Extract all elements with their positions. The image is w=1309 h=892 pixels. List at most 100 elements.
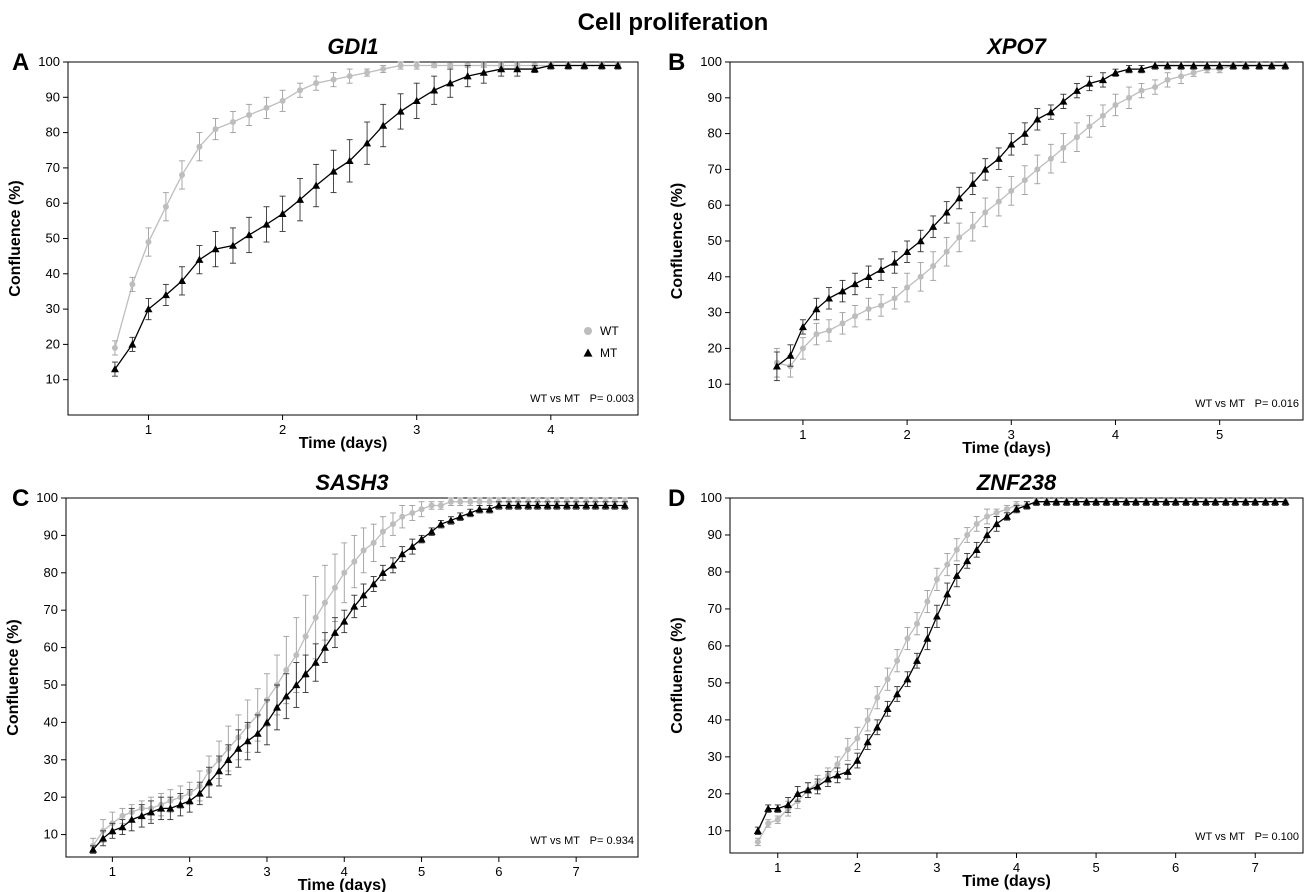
- data-point: [479, 68, 488, 76]
- data-point: [161, 290, 170, 299]
- series-mt: [772, 61, 1290, 382]
- plot-frame: [67, 61, 639, 416]
- data-point: [292, 680, 301, 689]
- data-point: [129, 281, 136, 288]
- data-point: [1191, 497, 1200, 505]
- data-point: [1062, 497, 1071, 505]
- data-point: [363, 139, 372, 147]
- series-line: [114, 64, 618, 370]
- data-point: [546, 61, 555, 69]
- data-point: [1046, 108, 1055, 116]
- x-tick-label: 3: [933, 860, 940, 875]
- x-tick-label: 5: [418, 864, 425, 879]
- data-point: [878, 302, 885, 309]
- data-point: [283, 667, 290, 674]
- data-point: [513, 65, 522, 73]
- data-point: [330, 76, 337, 83]
- x-tick-label: 3: [263, 864, 270, 879]
- data-point: [764, 804, 773, 812]
- data-point: [772, 362, 781, 370]
- y-tick-label: 20: [708, 786, 722, 801]
- data-point: [865, 306, 872, 313]
- series-wt: [773, 61, 1289, 378]
- data-point: [1060, 144, 1067, 151]
- data-point: [825, 327, 832, 334]
- x-axis-label: Time (days): [299, 435, 388, 452]
- panel-c: C SASH3 10 20 30 40 50 60 70 80 90 100 1 2 3 4 5 6 7 Time (…: [5, 470, 639, 892]
- data-point: [874, 694, 881, 701]
- panel-title: XPO7: [985, 34, 1047, 59]
- data-point: [137, 811, 146, 820]
- data-point: [446, 79, 455, 87]
- data-point: [346, 73, 353, 80]
- data-point: [282, 692, 291, 700]
- data-point: [580, 61, 589, 69]
- y-tick-label: 100: [700, 490, 722, 505]
- data-point: [969, 223, 976, 230]
- plot-frame: [65, 497, 639, 858]
- data-point: [894, 657, 901, 664]
- series-wt: [111, 61, 621, 356]
- x-tick-label: 1: [774, 860, 781, 875]
- data-point: [834, 761, 841, 768]
- data-point: [345, 156, 354, 165]
- data-point: [591, 501, 600, 509]
- data-point: [981, 165, 990, 173]
- y-tick-label: 30: [708, 749, 722, 764]
- y-tick-label: 70: [46, 160, 60, 175]
- data-point: [955, 194, 964, 202]
- y-tick-label: 40: [44, 714, 58, 729]
- panel-a: A GDI1 10 20 30 40 50 60 70 80 90 100 1 2 3 4 Time (days…: [7, 34, 639, 452]
- data-point: [823, 775, 832, 783]
- x-tick-label: 7: [573, 864, 580, 879]
- x-tick-label: 3: [1008, 427, 1015, 442]
- data-point: [1190, 69, 1197, 76]
- data-point: [1092, 497, 1101, 505]
- data-point: [610, 501, 619, 509]
- data-point: [930, 263, 937, 270]
- data-point: [1178, 73, 1185, 80]
- x-axis-label: Time (days): [298, 877, 387, 892]
- y-tick-label: 60: [44, 640, 58, 655]
- x-tick-label: 4: [1013, 860, 1020, 875]
- y-axis-label: Confluence (%): [5, 619, 22, 735]
- data-point: [953, 546, 960, 553]
- data-point: [1211, 497, 1220, 505]
- data-point: [447, 498, 454, 505]
- data-point: [246, 111, 253, 118]
- data-point: [1151, 61, 1160, 69]
- data-point: [1085, 79, 1094, 87]
- data-point: [893, 689, 902, 698]
- data-point: [1047, 155, 1054, 162]
- data-point: [904, 635, 911, 642]
- data-point: [243, 737, 252, 745]
- y-axis-label: Confluence (%): [7, 180, 24, 296]
- data-point: [963, 556, 972, 565]
- x-tick-label: 6: [495, 864, 502, 879]
- data-point: [279, 97, 286, 104]
- y-tick-label: 90: [708, 90, 722, 105]
- data-point: [1012, 505, 1021, 513]
- plot-frame: [729, 497, 1304, 854]
- data-point: [1122, 497, 1131, 505]
- panel-label: C: [12, 485, 29, 512]
- y-tick-label: 90: [44, 527, 58, 542]
- y-tick-label: 20: [44, 789, 58, 804]
- data-point: [312, 181, 321, 189]
- data-point: [379, 528, 386, 535]
- data-point: [812, 305, 821, 313]
- data-point: [341, 569, 348, 576]
- x-axis-label: Time (days): [962, 440, 1051, 457]
- data-point: [463, 72, 472, 80]
- stat-label: WT vs MT: [1195, 398, 1245, 410]
- data-point: [380, 66, 387, 73]
- data-point: [370, 539, 377, 546]
- data-point: [176, 800, 185, 808]
- data-point: [1241, 497, 1250, 505]
- data-point: [1073, 134, 1080, 141]
- data-point: [597, 61, 606, 69]
- data-point: [157, 804, 166, 812]
- data-point: [417, 535, 426, 543]
